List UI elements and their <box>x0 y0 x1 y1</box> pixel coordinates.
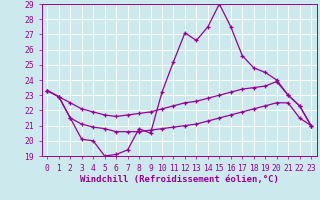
X-axis label: Windchill (Refroidissement éolien,°C): Windchill (Refroidissement éolien,°C) <box>80 175 279 184</box>
